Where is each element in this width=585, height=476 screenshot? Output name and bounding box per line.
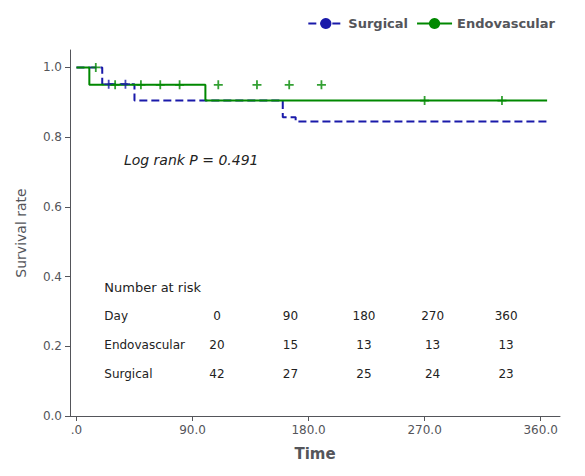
svg-text:180.0: 180.0 — [291, 423, 325, 437]
svg-text:0.6: 0.6 — [43, 200, 62, 214]
svg-text:25: 25 — [356, 367, 371, 381]
svg-text:90.0: 90.0 — [179, 423, 206, 437]
svg-text:Log rank P = 0.491: Log rank P = 0.491 — [124, 152, 259, 168]
svg-text:1.0: 1.0 — [43, 60, 62, 74]
svg-text:180: 180 — [353, 309, 376, 323]
svg-text:13: 13 — [425, 338, 440, 352]
svg-text:360: 360 — [495, 309, 518, 323]
svg-text:27: 27 — [283, 367, 298, 381]
svg-text:Time: Time — [294, 445, 335, 463]
svg-text:Number at risk: Number at risk — [104, 280, 201, 295]
svg-text:0: 0 — [213, 309, 221, 323]
svg-text:0.4: 0.4 — [43, 270, 62, 284]
svg-text:0.8: 0.8 — [43, 130, 62, 144]
svg-text:24: 24 — [425, 367, 440, 381]
svg-text:Endovascular: Endovascular — [104, 338, 185, 352]
svg-text:Endovascular: Endovascular — [457, 16, 556, 31]
svg-text:Surgical: Surgical — [348, 16, 408, 31]
svg-text:15: 15 — [283, 338, 298, 352]
svg-text:0.2: 0.2 — [43, 339, 62, 353]
svg-text:13: 13 — [498, 338, 513, 352]
svg-text:Day: Day — [104, 309, 128, 323]
svg-text:90: 90 — [283, 309, 298, 323]
svg-text:Surgical: Surgical — [104, 367, 152, 381]
svg-text:0.0: 0.0 — [43, 409, 62, 423]
svg-text:270.0: 270.0 — [407, 423, 441, 437]
svg-text:42: 42 — [209, 367, 224, 381]
svg-text:270: 270 — [421, 309, 444, 323]
svg-text:13: 13 — [356, 338, 371, 352]
svg-text:Survival rate: Survival rate — [13, 188, 29, 277]
svg-text:360.0: 360.0 — [523, 423, 557, 437]
svg-text:23: 23 — [498, 367, 513, 381]
svg-text:.0: .0 — [71, 423, 82, 437]
svg-text:20: 20 — [209, 338, 224, 352]
